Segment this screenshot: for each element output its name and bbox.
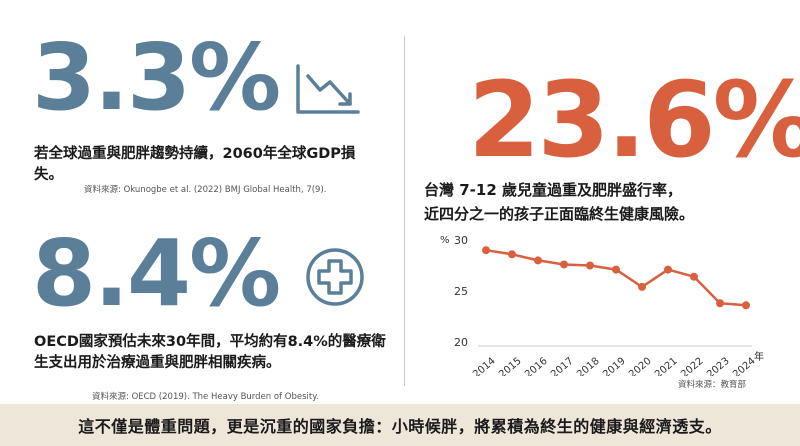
chart-source: 資料來源：教育部 [678,380,747,390]
x-tick-label: 2018 [575,356,602,376]
data-point [664,265,672,274]
x-tick-label: 2023 [705,356,732,376]
data-point [482,246,490,255]
data-point [638,282,646,291]
x-unit-label: 年 [754,350,764,363]
main-description-line2: 近四分之一的孩子正面臨終生健康風險。 [424,205,695,223]
y-tick-label: 25 [454,285,468,298]
footer-banner: 這不僅是體重問題，更是沉重的國家負擔：小時候胖，將累積為終生的健康與經濟透支。 [0,404,800,446]
column-divider [404,36,405,386]
y-unit-label: % [440,235,450,246]
x-tick-label: 2014 [471,356,498,376]
x-tick-label: 2015 [497,356,524,376]
y-tick-label: 30 [454,234,468,247]
data-point [560,260,568,269]
x-tick-label: 2019 [601,356,628,376]
stat1-value: 3.3% [32,24,281,131]
data-point [742,301,750,310]
series-line [485,248,747,307]
stat2-value: 8.4% [32,220,281,327]
medical-plus-circle-icon [306,248,364,306]
data-point [534,256,542,265]
data-point [612,265,620,274]
footer-text: 這不僅是體重問題，更是沉重的國家負擔：小時候胖，將累積為終生的健康與經濟透支。 [78,417,722,436]
data-point [690,272,698,281]
x-tick-label: 2017 [549,356,576,376]
stat1-description: 若全球過重與肥胖趨勢持續，2060年全球GDP損失。 [34,146,356,183]
y-tick-label: 20 [454,336,468,349]
x-tick-label: 2016 [523,356,550,376]
main-description: 台灣 7-12 歲兒童過重及肥胖盛行率， 近四分之一的孩子正面臨終生健康風險。 [424,178,784,226]
x-tick-label: 2021 [653,356,680,376]
trend-down-chart-icon [296,64,360,114]
data-point [716,299,724,308]
stat2-source: 資料來源: OECD (2019). The Heavy Burden of O… [92,392,319,402]
main-description-line1: 台灣 7-12 歲兒童過重及肥胖盛行率， [424,181,682,199]
x-tick-label: 2020 [627,356,654,376]
main-stat-value: 23.6% [468,59,800,181]
stat2-description: OECD國家預估未來30年間，平均約有8.4%的醫療衛生支出用於治療過重與肥胖相… [34,334,386,371]
data-point [586,261,594,270]
stat1-source: 資料來源: Okunogbe et al. (2022) BMJ Global … [84,185,327,195]
x-tick-label: 2022 [679,356,706,376]
data-point [508,250,516,259]
